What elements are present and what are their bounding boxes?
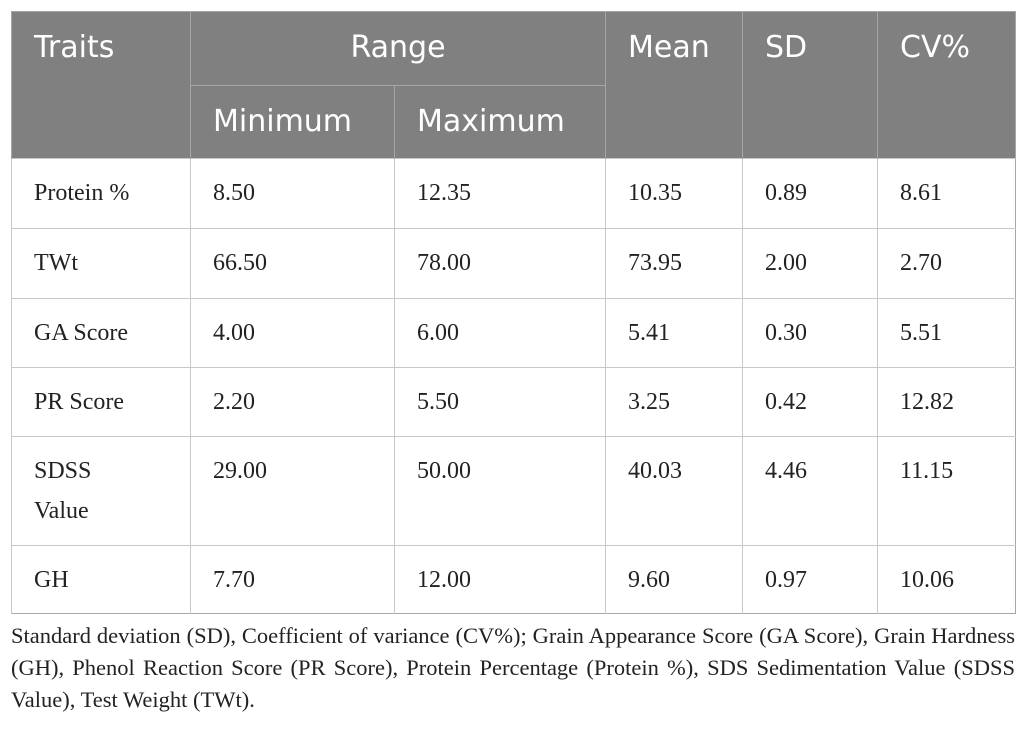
header-cell: SD — [742, 11, 878, 159]
header-cell: Mean — [605, 11, 743, 159]
table-cell: 7.70 — [190, 545, 395, 614]
table-cell: 11.15 — [877, 436, 1016, 546]
table-cell: 10.35 — [605, 158, 743, 229]
table-cell: 6.00 — [394, 298, 606, 368]
table-cell: PR Score — [11, 367, 191, 437]
table-cell: SDSS Value — [11, 436, 191, 546]
table-cell: 12.82 — [877, 367, 1016, 437]
table-row: GH 7.70 12.00 9.60 0.97 10.06 — [11, 545, 1016, 614]
table-cell: GA Score — [11, 298, 191, 368]
header-cell: CV% — [877, 11, 1016, 159]
table-cell: 78.00 — [394, 228, 606, 299]
table-cell: 66.50 — [190, 228, 395, 299]
table-row: GA Score 4.00 6.00 5.41 0.30 5.51 — [11, 298, 1016, 368]
table-body: Protein % 8.50 12.35 10.35 0.89 8.61 TWt 66.50 7… — [11, 158, 1016, 614]
table-cell: GH — [11, 545, 191, 614]
table-cell: 5.41 — [605, 298, 743, 368]
data-table: Traits Range Mean SD CV% Minimum Maximum… — [11, 11, 1016, 614]
table-row: TWt 66.50 78.00 73.95 2.00 2.70 — [11, 228, 1016, 299]
table-cell: 40.03 — [605, 436, 743, 546]
table-cell: 9.60 — [605, 545, 743, 614]
table-cell: 8.50 — [190, 158, 395, 229]
table-cell: 2.20 — [190, 367, 395, 437]
table-cell: Protein % — [11, 158, 191, 229]
table-cell: 0.89 — [742, 158, 878, 229]
table-row: SDSS Value 29.00 50.00 40.03 4.46 11.15 — [11, 436, 1016, 546]
table-cell: 2.70 — [877, 228, 1016, 299]
table-cell: 10.06 — [877, 545, 1016, 614]
table-cell: 0.30 — [742, 298, 878, 368]
table-cell: 0.42 — [742, 367, 878, 437]
table-cell: 5.50 — [394, 367, 606, 437]
table-cell: 4.00 — [190, 298, 395, 368]
table-cell: TWt — [11, 228, 191, 299]
header-cell: Range — [190, 11, 606, 86]
header-cell: Traits — [11, 11, 191, 159]
table-cell: 8.61 — [877, 158, 1016, 229]
footnote: Standard deviation (SD), Coefficient of … — [11, 623, 1015, 712]
header-cell: Maximum — [394, 85, 606, 159]
table-cell: 3.25 — [605, 367, 743, 437]
header-cell: Minimum — [190, 85, 395, 159]
table-cell: 2.00 — [742, 228, 878, 299]
table-row: Protein % 8.50 12.35 10.35 0.89 8.61 — [11, 158, 1016, 229]
table-cell: 4.46 — [742, 436, 878, 546]
table-row: PR Score 2.20 5.50 3.25 0.42 12.82 — [11, 367, 1016, 437]
table-cell: 12.00 — [394, 545, 606, 614]
table-cell: 0.97 — [742, 545, 878, 614]
table-cell: 50.00 — [394, 436, 606, 546]
table-cell: 5.51 — [877, 298, 1016, 368]
table-cell: 12.35 — [394, 158, 606, 229]
table-cell: 73.95 — [605, 228, 743, 299]
table-cell: 29.00 — [190, 436, 395, 546]
